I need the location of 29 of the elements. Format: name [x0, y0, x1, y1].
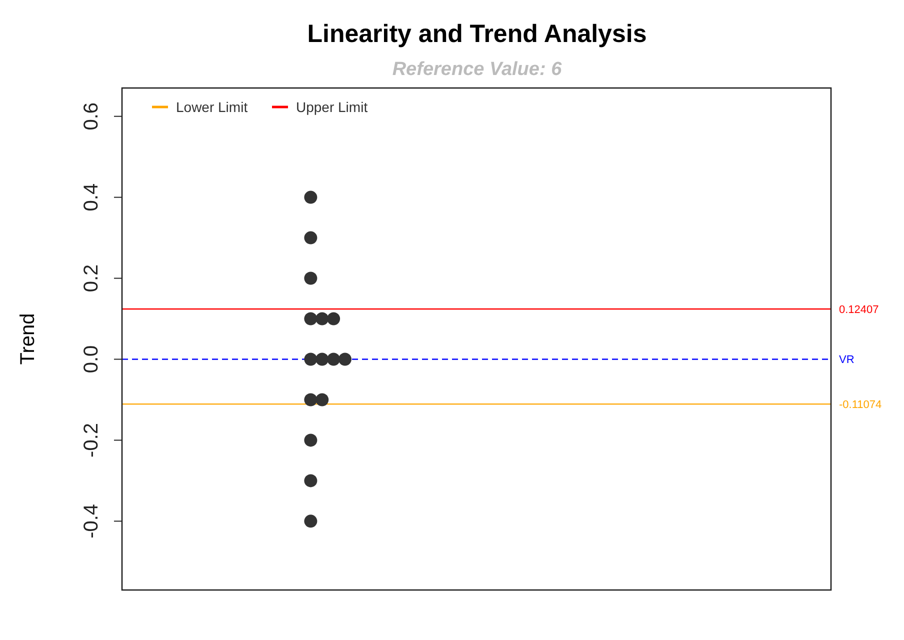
- point: [327, 312, 340, 326]
- point: [304, 312, 318, 326]
- text: -0.11074: [839, 399, 882, 412]
- point: [316, 352, 329, 366]
- point: [338, 352, 352, 366]
- y-tick-label: 0.2: [80, 264, 102, 292]
- point: [304, 474, 318, 488]
- y-tick-label: 0.4: [80, 183, 102, 212]
- y-tick-label: 0.0: [80, 345, 102, 374]
- point: [304, 434, 318, 447]
- text: 0.12407: [839, 304, 879, 316]
- point: [304, 393, 318, 406]
- chart-subtitle: Reference Value: 6: [392, 59, 562, 80]
- point: [304, 352, 318, 366]
- legend-label: Lower Limit: [176, 99, 248, 115]
- point: [327, 352, 340, 366]
- text: VR: [839, 354, 854, 366]
- point: [304, 272, 318, 285]
- point: [316, 393, 329, 406]
- y-tick-label: 0.6: [80, 102, 102, 130]
- y-tick-label: -0.4: [80, 504, 102, 538]
- y-tick-label: -0.2: [80, 422, 102, 458]
- chart-title: Linearity and Trend Analysis: [307, 20, 647, 48]
- point: [316, 312, 329, 326]
- point: [304, 514, 318, 528]
- point: [304, 231, 318, 244]
- point: [304, 190, 318, 204]
- legend-label: Upper Limit: [296, 99, 368, 115]
- y-axis-title: Trend: [17, 313, 39, 365]
